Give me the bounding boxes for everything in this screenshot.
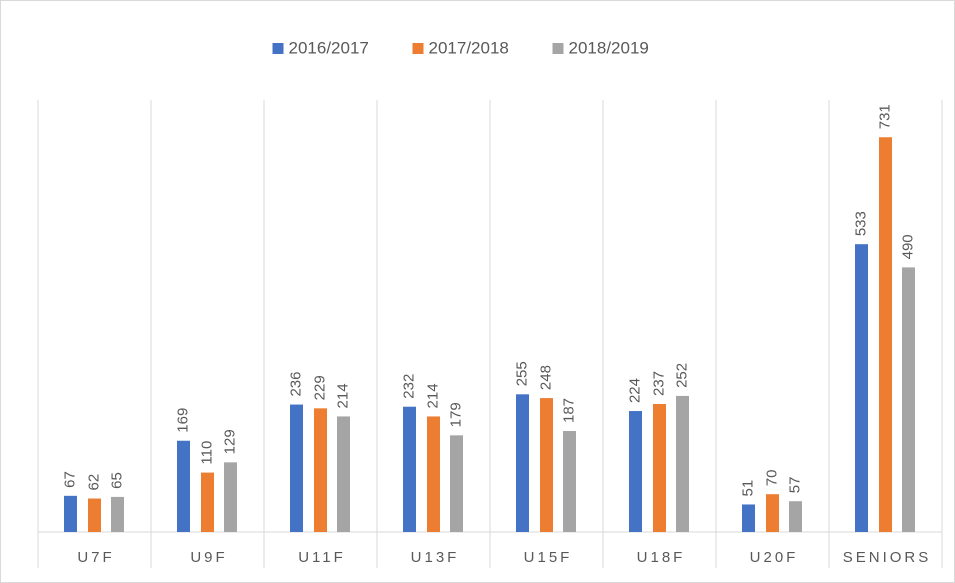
value-label: 533: [852, 211, 869, 236]
x-tick-label: U9F: [190, 549, 227, 566]
legend-swatch: [412, 43, 424, 54]
legend-label: 2016/2017: [289, 38, 369, 57]
legend-label: 2017/2018: [429, 38, 509, 57]
bar: [450, 435, 463, 532]
bar: [516, 394, 529, 532]
x-tick-label: U7F: [77, 549, 114, 566]
value-label: 67: [61, 471, 78, 488]
legend-label: 2018/2019: [569, 38, 649, 57]
bar: [64, 495, 77, 532]
bar: [111, 496, 124, 532]
bar: [540, 398, 553, 532]
legend-swatch: [552, 43, 564, 54]
bar: [879, 137, 892, 532]
bar: [224, 462, 237, 532]
bar: [855, 244, 868, 532]
value-label: 232: [400, 374, 417, 399]
value-label: 169: [174, 408, 191, 433]
value-label: 214: [424, 383, 441, 408]
value-label: 65: [108, 472, 125, 489]
x-tick-label: U18F: [637, 549, 686, 566]
value-label: 187: [560, 398, 577, 423]
bar: [902, 267, 915, 532]
x-tick-label: U13F: [411, 549, 460, 566]
value-label: 179: [447, 402, 464, 427]
bar: [290, 404, 303, 532]
value-label: 57: [786, 477, 803, 494]
value-label: 214: [334, 383, 351, 408]
value-label: 110: [198, 441, 215, 465]
value-label: 229: [311, 375, 328, 400]
value-label: 252: [673, 363, 690, 388]
bar: [314, 408, 327, 532]
bar: [88, 498, 101, 532]
bar: [766, 494, 779, 532]
x-tick-label: U11F: [298, 549, 346, 566]
bar: [337, 416, 350, 532]
value-label: 248: [537, 365, 554, 390]
value-label: 731: [876, 104, 893, 129]
x-tick-label: U20F: [750, 549, 799, 566]
value-label: 224: [626, 378, 643, 403]
value-label: 255: [513, 361, 530, 386]
legend-swatch: [272, 43, 284, 54]
bar: [201, 472, 214, 532]
bar: [629, 411, 642, 532]
bar: [653, 404, 666, 532]
value-label: 51: [739, 480, 756, 497]
x-tick-label: U15F: [524, 549, 573, 566]
x-tick-label: SENIORS: [843, 549, 932, 566]
bar: [403, 406, 416, 532]
bar: [742, 504, 755, 532]
bar: [563, 431, 576, 532]
value-label: 70: [763, 470, 780, 487]
bar: [676, 395, 689, 532]
bar: [427, 416, 440, 532]
value-label: 237: [650, 371, 667, 396]
value-label: 490: [899, 234, 916, 259]
value-label: 62: [85, 474, 102, 491]
bar: [789, 501, 802, 532]
bar: [177, 440, 190, 532]
value-label: 236: [287, 372, 304, 397]
value-label: 129: [221, 429, 238, 454]
